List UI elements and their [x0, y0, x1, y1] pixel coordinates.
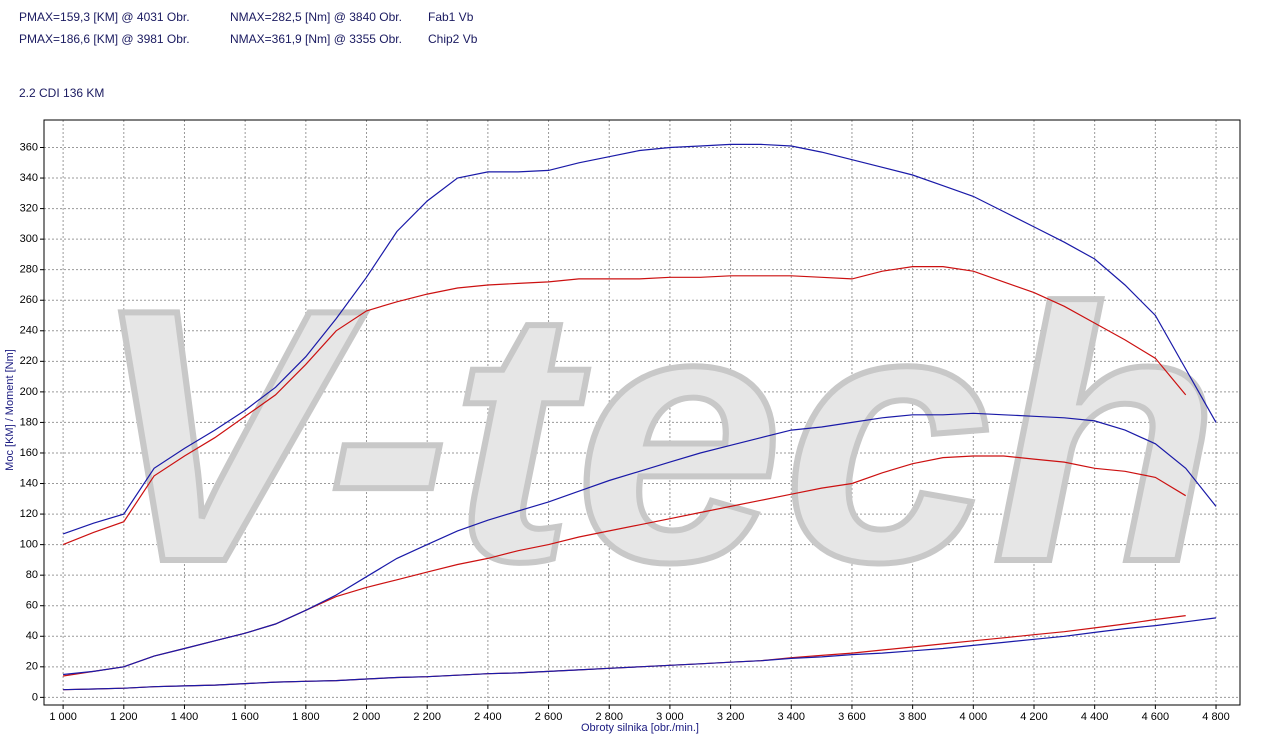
y-tick-label: 280	[20, 264, 38, 276]
y-axis-title: Moc [KM] / Moment [Nm]	[4, 349, 16, 471]
y-tick-label: 320	[20, 202, 38, 214]
y-tick-label: 120	[20, 508, 38, 520]
x-tick-label: 1 800	[292, 711, 320, 723]
y-tick-label: 60	[26, 600, 38, 612]
x-tick-label: 3 800	[899, 711, 927, 723]
y-tick-label: 20	[26, 661, 38, 673]
series-line	[63, 617, 1217, 691]
plot-border	[43, 119, 1241, 706]
y-tick-label: 260	[20, 294, 38, 306]
lines	[62, 143, 1217, 691]
legend-name: Chip2 Vb	[428, 32, 478, 46]
x-tick-label: 2 000	[353, 711, 381, 723]
x-tick-label: 1 200	[110, 711, 138, 723]
legend-nmax: NMAX=361,9 [Nm] @ 3355 Obr.	[230, 32, 402, 46]
series-line	[62, 266, 1187, 546]
x-axis-title: Obroty silnika [obr./min.]	[581, 722, 699, 734]
y-tick-label: 360	[20, 141, 38, 153]
x-tick-label: 3 600	[838, 711, 866, 723]
legend-name: Fab1 Vb	[428, 10, 474, 24]
y-tick-label: 100	[20, 539, 38, 551]
y-tick-label: 240	[20, 325, 38, 337]
y-tick-label: 160	[20, 447, 38, 459]
y-tick-label: 40	[26, 630, 38, 642]
x-tick-label: 3 200	[717, 711, 745, 723]
x-tick-label: 4 000	[960, 711, 988, 723]
subtitle: 2.2 CDI 136 KM	[19, 86, 104, 100]
x-tick-label: 3 000	[656, 711, 684, 723]
x-tick-label: 2 600	[535, 711, 563, 723]
y-tick-label: 80	[26, 569, 38, 581]
y-tick-label: 220	[20, 355, 38, 367]
x-tick-label: 2 800	[595, 711, 623, 723]
tick-labels: 0 20 40 60 80 100 120 140 160 180 200 220 240 260 280 3…	[20, 141, 1230, 723]
y-tick-label: 140	[20, 477, 38, 489]
y-tick-label: 180	[20, 416, 38, 428]
x-tick-label: 4 200	[1020, 711, 1048, 723]
watermark: V-tech	[90, 235, 1220, 637]
x-tick-label: 1 000	[49, 711, 77, 723]
x-tick-label: 4 600	[1142, 711, 1170, 723]
x-tick-label: 2 200	[413, 711, 441, 723]
legend-pmax: PMAX=159,3 [KM] @ 4031 Obr.	[19, 10, 190, 24]
y-tick-label: 300	[20, 233, 38, 245]
x-tick-label: 4 400	[1081, 711, 1109, 723]
grid	[44, 120, 1240, 705]
legend-pmax: PMAX=186,6 [KM] @ 3981 Obr.	[19, 32, 190, 46]
y-tick-label: 0	[32, 691, 38, 703]
plot-area	[44, 120, 1240, 705]
x-tick-label: 1 400	[171, 711, 199, 723]
y-tick-label: 340	[20, 172, 38, 184]
x-tick-label: 2 400	[474, 711, 502, 723]
y-tick-label: 200	[20, 386, 38, 398]
x-tick-label: 3 400	[778, 711, 806, 723]
legend-nmax: NMAX=282,5 [Nm] @ 3840 Obr.	[230, 10, 402, 24]
x-tick-label: 4 800	[1202, 711, 1230, 723]
x-tick-label: 1 600	[231, 711, 259, 723]
series-line	[62, 143, 1217, 535]
series-line	[63, 412, 1217, 676]
